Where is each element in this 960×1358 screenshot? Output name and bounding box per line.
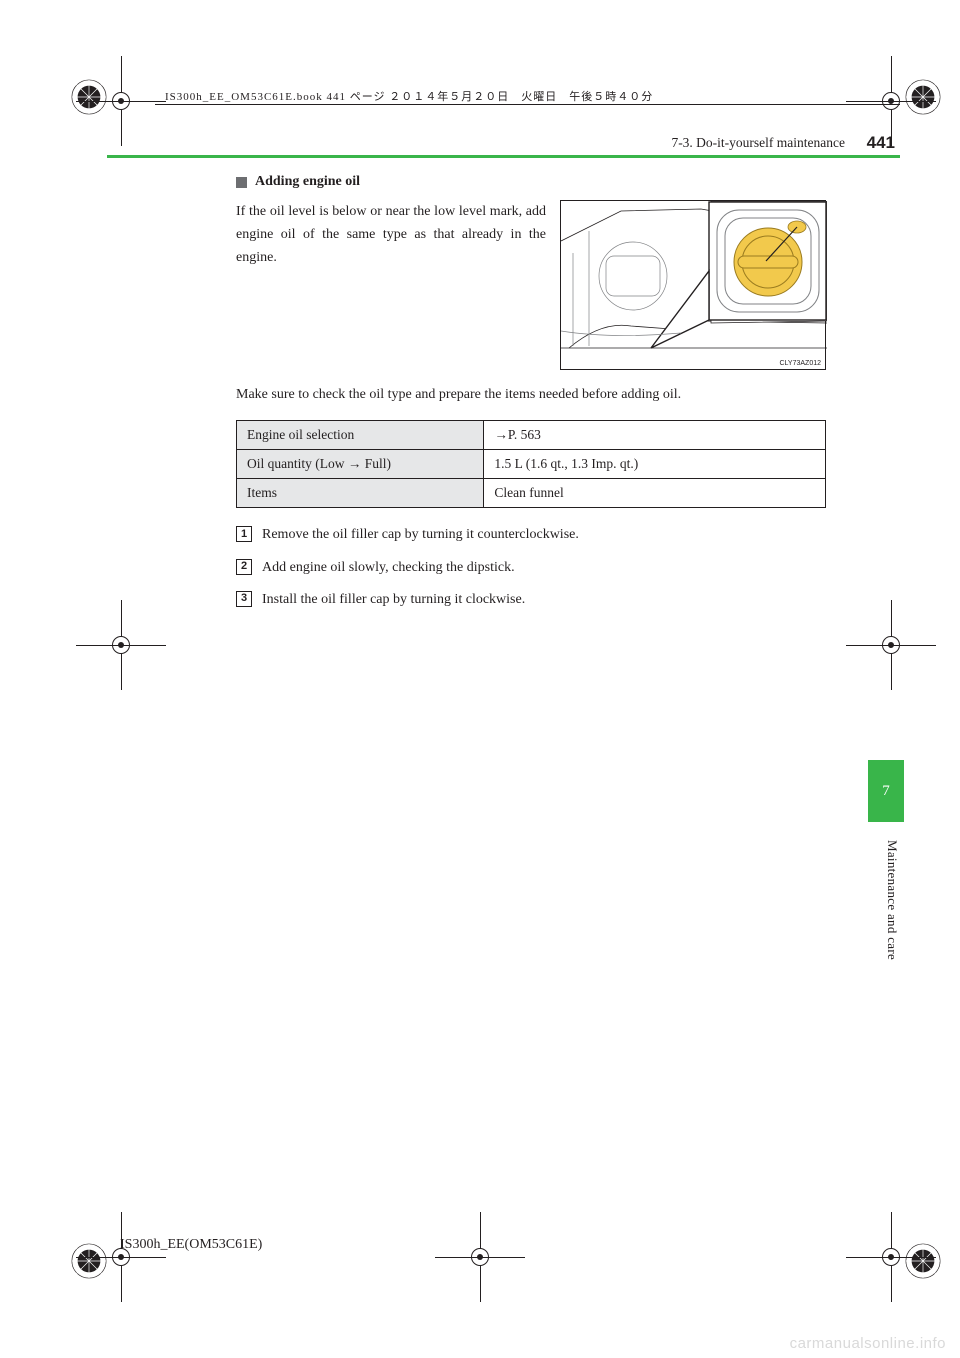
header-rule <box>155 104 900 105</box>
section-heading: 7-3. Do-it-yourself maintenance <box>671 135 845 151</box>
chapter-tab: 7 <box>868 760 904 822</box>
oil-spec-table: Engine oil selection →P. 563 Oil quantit… <box>236 420 826 508</box>
step-number-icon: 1 <box>236 526 252 542</box>
step-number-icon: 3 <box>236 591 252 607</box>
content-area: Adding engine oil If the oil level is be… <box>236 174 826 622</box>
crop-mark-bl <box>76 1212 166 1302</box>
crop-mark-tl <box>76 56 166 146</box>
steps-list: 1 Remove the oil filler cap by turning i… <box>236 524 826 611</box>
table-cell-label: Oil quantity (Low → Full) <box>237 450 484 479</box>
step-number-icon: 2 <box>236 559 252 575</box>
intro-paragraph: If the oil level is below or near the lo… <box>236 200 546 370</box>
table-row: Engine oil selection →P. 563 <box>237 421 826 450</box>
table-cell-value: 1.5 L (1.6 qt., 1.3 Imp. qt.) <box>484 450 826 479</box>
table-row: Items Clean funnel <box>237 479 826 508</box>
step-item: 2 Add engine oil slowly, checking the di… <box>236 557 826 579</box>
table-cell-value: →P. 563 <box>484 421 826 450</box>
page-number: 441 <box>867 133 895 153</box>
step-text: Add engine oil slowly, checking the dips… <box>262 557 515 579</box>
document-code: IS300h_EE(OM53C61E) <box>120 1237 262 1253</box>
watermark: carmanualsonline.info <box>790 1335 946 1352</box>
table-row: Oil quantity (Low → Full) 1.5 L (1.6 qt.… <box>237 450 826 479</box>
section-rule <box>107 155 900 158</box>
header-timestamp: IS300h_EE_OM53C61E.book 441 ページ ２０１４年５月２… <box>165 88 653 104</box>
crop-mark-ml <box>76 600 166 690</box>
subsection-heading: Adding engine oil <box>236 174 826 190</box>
crop-mark-mr <box>846 600 936 690</box>
step-item: 3 Install the oil filler cap by turning … <box>236 589 826 611</box>
step-text: Remove the oil filler cap by turning it … <box>262 524 579 546</box>
engine-oil-cap-illustration: CLY73AZ012 <box>560 200 826 370</box>
step-text: Install the oil filler cap by turning it… <box>262 589 525 611</box>
pre-table-paragraph: Make sure to check the oil type and prep… <box>236 384 826 406</box>
square-bullet-icon <box>236 177 247 188</box>
table-cell-value: Clean funnel <box>484 479 826 508</box>
subsection-title: Adding engine oil <box>255 174 360 190</box>
chapter-label: Maintenance and care <box>884 840 900 960</box>
step-item: 1 Remove the oil filler cap by turning i… <box>236 524 826 546</box>
table-cell-label: Engine oil selection <box>237 421 484 450</box>
table-cell-label: Items <box>237 479 484 508</box>
crop-mark-bc <box>435 1212 525 1302</box>
crop-mark-br <box>846 1212 936 1302</box>
illustration-code: CLY73AZ012 <box>779 360 821 367</box>
